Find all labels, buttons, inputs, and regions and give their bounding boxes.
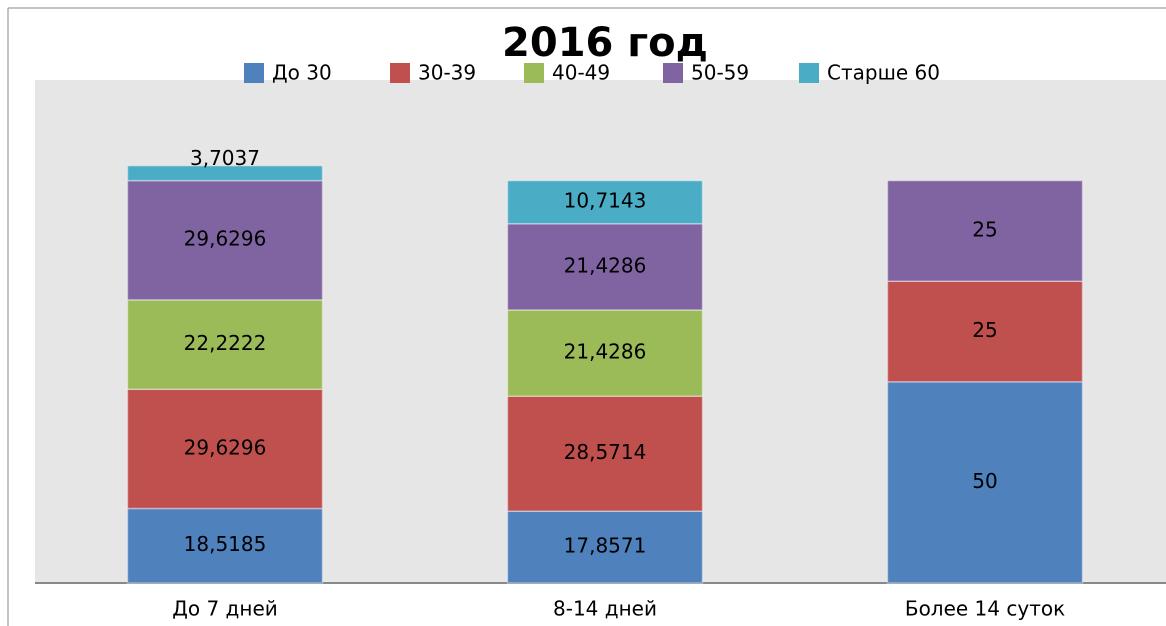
legend-label: 40-49	[552, 61, 610, 85]
bar-segment	[126, 388, 324, 510]
data-label: 25	[972, 318, 997, 342]
legend-label: Старше 60	[827, 61, 940, 85]
bar-segment	[506, 222, 704, 311]
bar-segment	[126, 164, 324, 182]
data-label: 3,7037	[190, 146, 260, 170]
data-label: 29,6296	[184, 227, 267, 251]
bar-segment	[126, 299, 324, 391]
data-label: 17,8571	[564, 534, 647, 558]
data-label: 10,7143	[564, 189, 647, 213]
legend-label: До 30	[272, 61, 332, 85]
bar-segment	[506, 395, 704, 512]
bar-segment	[886, 381, 1084, 584]
legend-swatch	[663, 63, 683, 83]
bar-segment	[886, 179, 1084, 282]
bar-segment	[506, 179, 704, 225]
legend-label: 30-39	[418, 61, 476, 85]
x-tick-label: Более 14 суток	[905, 597, 1065, 621]
bar-segment	[126, 507, 324, 584]
data-label: 25	[972, 217, 997, 241]
data-label: 21,4286	[564, 340, 647, 364]
data-label: 18,5185	[184, 532, 267, 556]
data-label: 21,4286	[564, 253, 647, 277]
legend-swatch	[244, 63, 264, 83]
data-label: 29,6296	[184, 435, 267, 459]
data-label: 50	[972, 469, 997, 493]
chart-title: 2016 год	[502, 20, 708, 66]
x-tick-label: 8-14 дней	[553, 597, 657, 621]
legend-swatch	[390, 63, 410, 83]
legend-label: 50-59	[691, 61, 749, 85]
legend-swatch	[524, 63, 544, 83]
x-tick-label: До 7 дней	[172, 597, 278, 621]
bar-segment	[506, 510, 704, 584]
legend-swatch	[799, 63, 819, 83]
data-label: 28,5714	[564, 440, 647, 464]
data-label: 22,2222	[184, 331, 267, 355]
